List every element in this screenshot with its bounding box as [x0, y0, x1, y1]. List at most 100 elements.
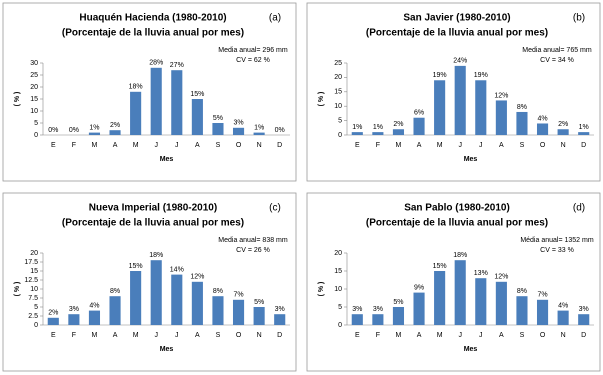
bar [536, 299, 549, 325]
bar [516, 111, 528, 135]
x-tick-label: N [561, 142, 566, 149]
x-tick-label: M [133, 142, 139, 149]
bar [536, 123, 549, 135]
x-tick-label: D [581, 332, 586, 339]
x-tick-label: M [92, 332, 98, 339]
y-axis-label: ( % ) [318, 282, 325, 297]
chart-title: San Javier (1980-2010) [403, 13, 510, 24]
x-tick-label: D [277, 142, 282, 149]
chart-subtitle: (Porcentaje de la lluvia anual por mes) [366, 28, 548, 39]
annotation: Media anual= 765 mm [522, 47, 592, 54]
y-tick-label: 5 [338, 304, 342, 311]
x-tick-label: E [51, 332, 56, 339]
y-tick-label: 15 [334, 268, 342, 275]
value-label: 4% [537, 115, 547, 122]
value-label: 5% [393, 299, 403, 306]
x-tick-label: O [540, 332, 546, 339]
x-tick-label: S [520, 142, 525, 149]
x-tick-label: F [72, 332, 76, 339]
chart-title: Huaquén Hacienda (1980-2010) [79, 13, 226, 24]
bar [434, 80, 446, 135]
value-label: 2% [558, 121, 568, 128]
bar [191, 99, 203, 135]
bar [109, 296, 121, 325]
x-tick-label: M [437, 142, 443, 149]
x-axis-label: Mes [160, 346, 174, 353]
bar [109, 130, 121, 135]
value-label: 7% [537, 292, 547, 299]
bar [232, 127, 245, 135]
x-tick-label: F [376, 142, 380, 149]
value-label: 14% [170, 266, 184, 273]
x-tick-label: M [92, 142, 98, 149]
panel-label: (d) [573, 203, 585, 214]
value-label: 15% [129, 263, 143, 270]
y-tick-label: 10 [30, 108, 38, 115]
x-tick-label: O [236, 332, 242, 339]
bar [351, 132, 363, 135]
value-label: 8% [517, 288, 527, 295]
y-axis-label: ( % ) [14, 92, 21, 107]
bar [253, 307, 265, 325]
annotation: CV = 33 % [540, 247, 574, 254]
value-label: 8% [110, 288, 120, 295]
x-tick-label: M [437, 332, 443, 339]
y-tick-label: 15 [30, 96, 38, 103]
y-tick-label: 25 [334, 60, 342, 67]
value-label: 0% [69, 127, 79, 134]
value-label: 9% [414, 284, 424, 291]
bar [232, 299, 245, 325]
chart-subtitle: (Porcentaje de la lluvia anual por mes) [366, 218, 548, 229]
x-tick-label: N [257, 332, 262, 339]
chart-title: San Pablo (1980-2010) [404, 203, 510, 214]
panel-frame [306, 2, 601, 182]
value-label: 19% [474, 72, 488, 79]
bar [130, 271, 142, 325]
value-label: 2% [48, 310, 58, 317]
value-label: 5% [254, 299, 264, 306]
y-tick-label: 20 [30, 84, 38, 91]
x-tick-label: A [195, 142, 200, 149]
bar [557, 129, 569, 135]
x-tick-label: D [277, 332, 282, 339]
bar [47, 317, 59, 325]
bar [68, 314, 80, 325]
y-tick-label: 0 [34, 132, 38, 139]
chart-subtitle: (Porcentaje de la lluvia anual por mes) [62, 218, 244, 229]
value-label: 4% [89, 302, 99, 309]
bar [150, 260, 162, 325]
x-tick-label: A [113, 142, 118, 149]
y-tick-label: 12.5 [24, 277, 38, 284]
y-tick-label: 15 [334, 89, 342, 96]
value-label: 8% [213, 288, 223, 295]
y-axis-label: ( % ) [318, 92, 325, 107]
x-tick-label: S [216, 332, 221, 339]
value-label: 12% [494, 274, 508, 281]
y-tick-label: 0 [338, 132, 342, 139]
bar [130, 91, 142, 135]
bar [495, 100, 507, 135]
y-tick-label: 17.5 [24, 259, 38, 266]
panel-label: (c) [269, 203, 281, 214]
x-axis-label: Mes [464, 156, 478, 163]
bar [557, 310, 569, 325]
bar [413, 117, 425, 135]
x-tick-label: M [396, 332, 402, 339]
value-label: 8% [517, 104, 527, 111]
value-label: 1% [254, 124, 264, 131]
x-tick-label: M [133, 332, 139, 339]
x-tick-label: N [257, 142, 262, 149]
bar [171, 274, 183, 325]
bar [434, 271, 446, 325]
y-tick-label: 5 [34, 120, 38, 127]
value-label: 2% [393, 121, 403, 128]
y-tick-label: 20 [334, 250, 342, 257]
value-label: 12% [494, 92, 508, 99]
annotation: Media anual= 838 mm [218, 237, 288, 244]
x-tick-label: A [499, 142, 504, 149]
value-label: 3% [275, 306, 285, 313]
x-tick-label: A [195, 332, 200, 339]
value-label: 15% [190, 91, 204, 98]
x-tick-label: N [561, 332, 566, 339]
